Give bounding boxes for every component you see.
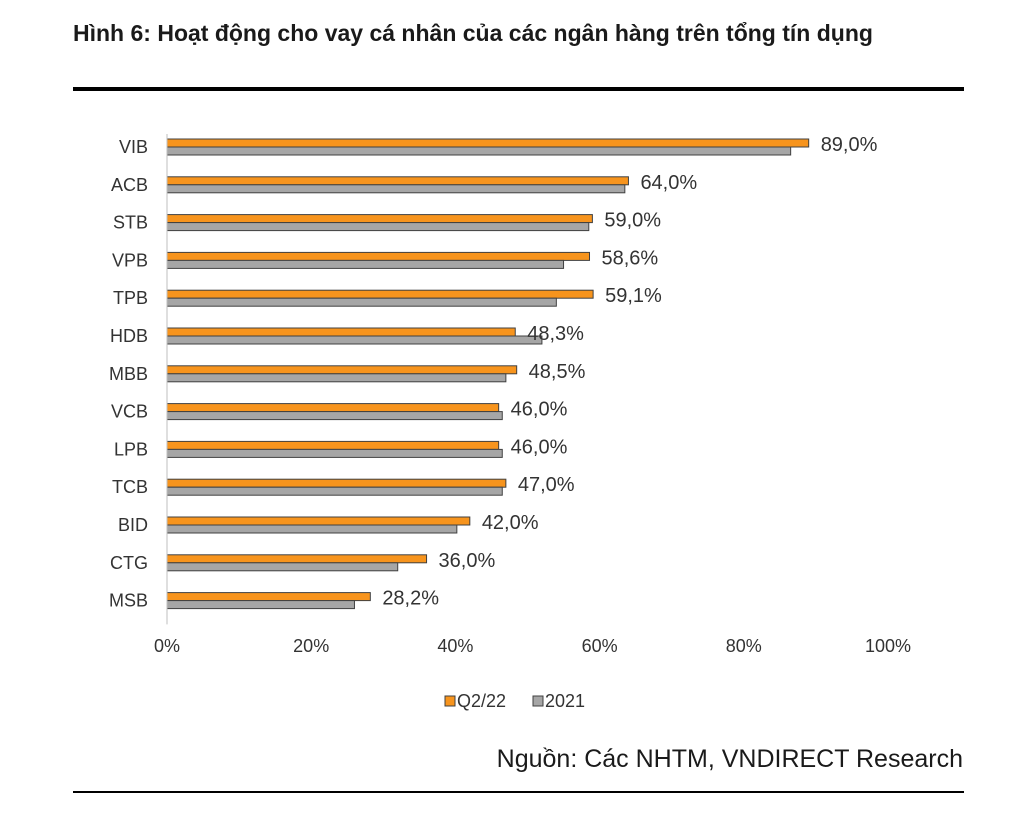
bar-2021-CTG xyxy=(166,562,399,572)
bar-Q2/22-TPB xyxy=(166,289,594,299)
bar-2021-ACB xyxy=(166,184,626,194)
data-label: 46,0% xyxy=(511,399,568,421)
category-label: VIB xyxy=(119,137,148,157)
bar-Q2/22-VPB xyxy=(166,251,591,261)
bar-2021-MBB xyxy=(166,373,507,383)
value-labels: 89,0% 64,0% 59,0% 58,6% 59,1% 48,3% 48,5% 46,0%… xyxy=(382,134,877,610)
chart-title: Hình 6: Hoạt động cho vay cá nhân của cá… xyxy=(73,20,873,46)
bar-2021-BID xyxy=(166,524,458,534)
source-note: Nguồn: Các NHTM, VNDIRECT Research xyxy=(496,745,963,773)
category-label: TPB xyxy=(113,288,148,308)
bar-Q2/22-TCB xyxy=(166,478,507,488)
data-label: 28,2% xyxy=(382,588,439,610)
bars-group xyxy=(166,138,810,610)
bar-2021-STB xyxy=(166,222,590,232)
bar-2021-LPB xyxy=(166,448,503,458)
data-label: 64,0% xyxy=(640,172,697,194)
data-label: 89,0% xyxy=(821,134,878,156)
category-label: MBB xyxy=(109,364,148,384)
category-label: MSB xyxy=(109,591,148,611)
bar-Q2/22-VCB xyxy=(166,403,500,413)
category-label: LPB xyxy=(114,439,148,459)
legend: Q2/22 2021 xyxy=(444,691,585,711)
data-label: 42,0% xyxy=(482,512,539,534)
x-axis-ticks: 0% 20% 40% 60% 80% 100% xyxy=(154,636,911,656)
footer-divider xyxy=(73,791,964,793)
data-label: 48,5% xyxy=(529,361,586,383)
data-label: 58,6% xyxy=(602,247,659,269)
x-tick-label: 60% xyxy=(582,636,618,656)
bar-Q2/22-LPB xyxy=(166,440,500,450)
bar-2021-VIB xyxy=(166,146,792,156)
data-label: 59,1% xyxy=(605,285,662,307)
bar-2021-VCB xyxy=(166,411,503,421)
legend-label: Q2/22 xyxy=(457,691,506,711)
category-label: STB xyxy=(113,213,148,233)
bar-Q2/22-CTG xyxy=(166,554,428,564)
bar-Q2/22-MBB xyxy=(166,365,518,375)
legend-swatch-2021 xyxy=(532,695,544,707)
x-tick-label: 20% xyxy=(293,636,329,656)
bar-Q2/22-BID xyxy=(166,516,471,526)
category-label: VPB xyxy=(112,250,148,270)
category-label: VCB xyxy=(111,402,148,422)
legend-label: 2021 xyxy=(545,691,585,711)
bar-2021-MSB xyxy=(166,600,355,610)
title-divider xyxy=(73,87,964,91)
bar-2021-HDB xyxy=(166,335,543,345)
data-label: 47,0% xyxy=(518,474,575,496)
data-label: 36,0% xyxy=(439,550,496,572)
bar-Q2/22-ACB xyxy=(166,176,629,186)
category-label: ACB xyxy=(111,175,148,195)
bar-Q2/22-MSB xyxy=(166,592,371,602)
data-label: 59,0% xyxy=(604,210,661,232)
bar-Q2/22-HDB xyxy=(166,327,516,337)
bar-Q2/22-STB xyxy=(166,214,593,224)
bar-Q2/22-VIB xyxy=(166,138,810,148)
bar-2021-TCB xyxy=(166,486,503,496)
data-label: 48,3% xyxy=(527,323,584,345)
bar-2021-TPB xyxy=(166,297,557,307)
x-tick-label: 0% xyxy=(154,636,180,656)
category-label: CTG xyxy=(110,553,148,573)
category-label: BID xyxy=(118,515,148,535)
x-tick-label: 100% xyxy=(865,636,911,656)
category-labels: VIB ACB STB VPB TPB HDB MBB VCB LPB TCB BID CTG MSB xyxy=(109,137,148,611)
legend-swatch-Q2/22 xyxy=(444,695,456,707)
x-tick-label: 80% xyxy=(726,636,762,656)
x-tick-label: 40% xyxy=(437,636,473,656)
category-label: HDB xyxy=(110,326,148,346)
category-label: TCB xyxy=(112,477,148,497)
bar-2021-VPB xyxy=(166,259,565,269)
data-label: 46,0% xyxy=(511,436,568,458)
